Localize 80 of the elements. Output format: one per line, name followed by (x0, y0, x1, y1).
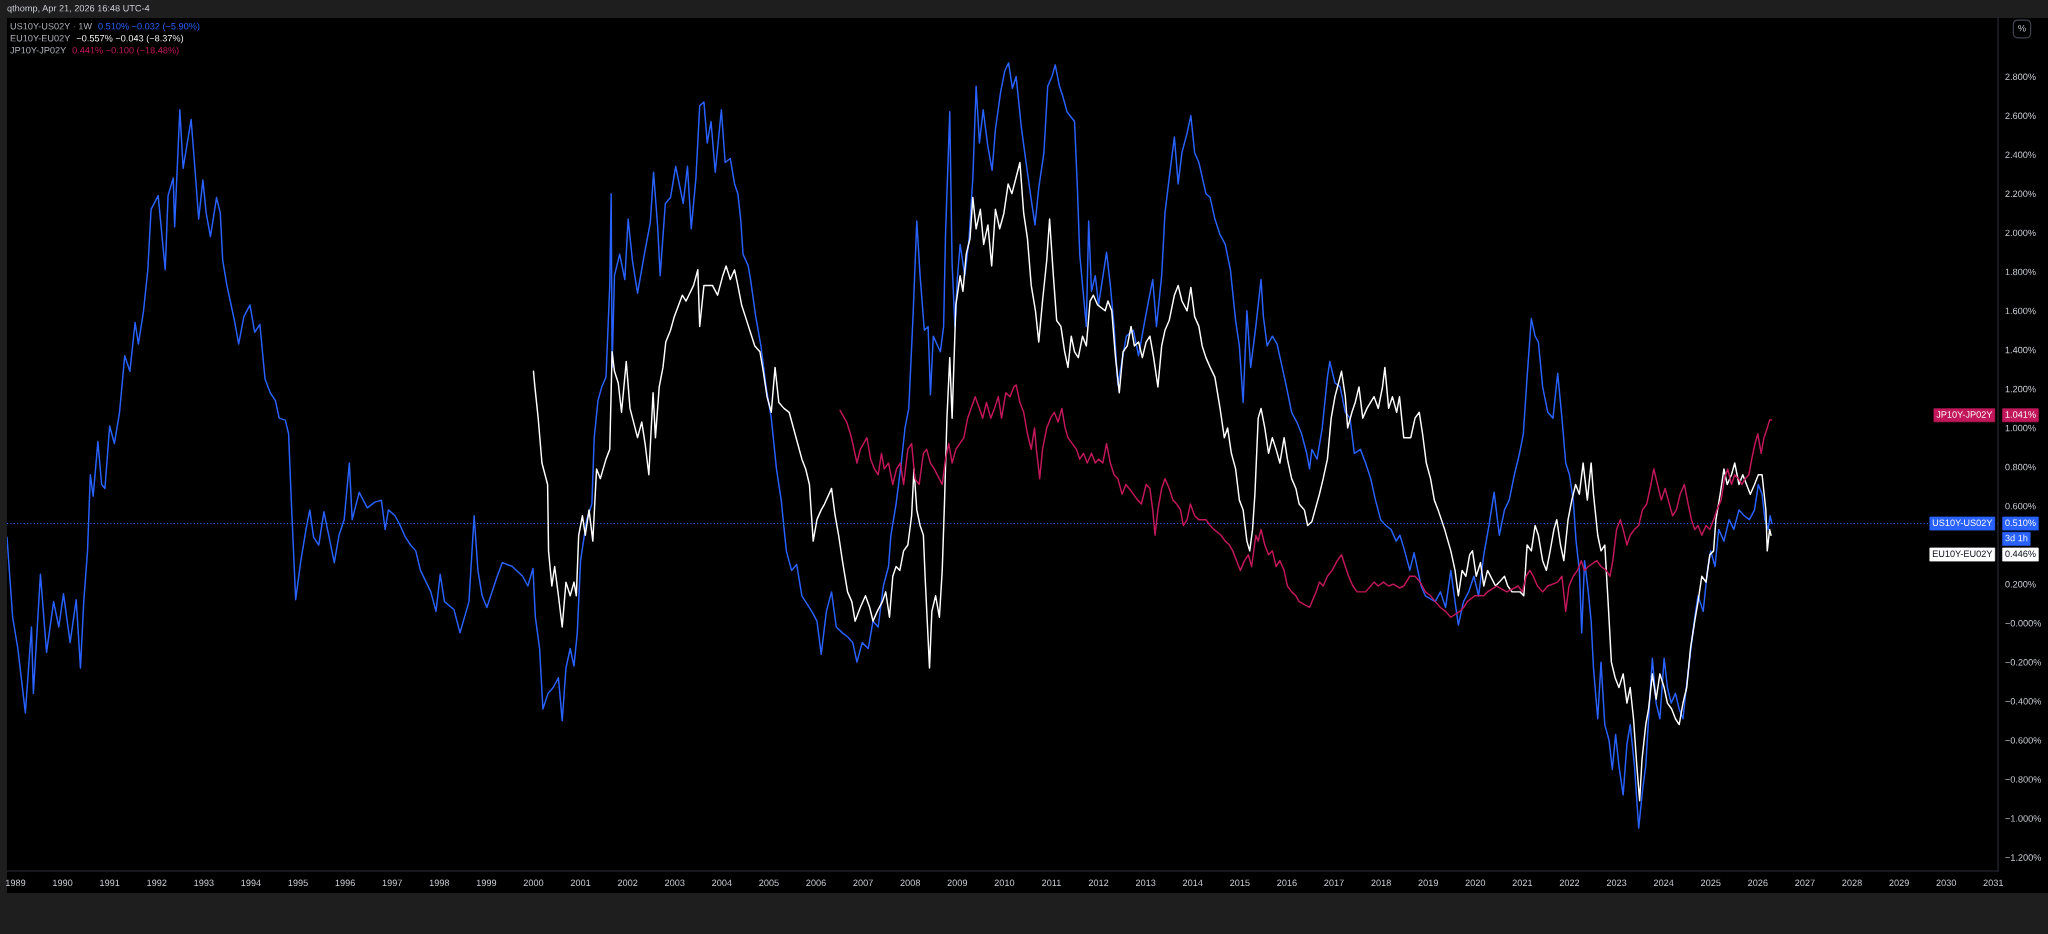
annotation: 0.510% −0.032 (−5.90%) (98, 22, 200, 32)
x-tick-label: 2022 (1559, 879, 1580, 887)
x-tick-label: 2007 (853, 879, 873, 887)
y-tick-label: 2.400% (2005, 151, 2036, 159)
annotation: −0.557% −0.043 (−8.37%) (76, 34, 184, 44)
text: 3d 1h (2005, 534, 2028, 542)
x-tick-label: 2012 (1088, 879, 1109, 887)
x-tick-label: 2000 (523, 879, 544, 887)
x-tick-label: 2005 (759, 879, 779, 887)
y-tick-label: 1.400% (2005, 346, 2036, 354)
x-tick-label: 2028 (1842, 879, 1862, 887)
x-tick-label: 2018 (1371, 879, 1391, 887)
legend-label: JP10Y-JP02Y (1936, 411, 1993, 418)
x-tick-label: 1999 (476, 879, 497, 887)
x-tick-label: 1995 (288, 879, 308, 887)
x-tick-label: 2002 (617, 879, 638, 887)
y-tick-label: −0.800% (2005, 776, 2042, 783)
x-tick-label: 1990 (53, 879, 73, 887)
x-tick-label: 1993 (194, 879, 214, 887)
annotation: JP10Y-JP02Y (10, 46, 67, 54)
x-tick-label: 2021 (1512, 879, 1533, 887)
text: qthomp, Apr 21, 2026 16:48 UTC-4 (7, 4, 150, 14)
y-tick-label: 0.600% (2005, 502, 2036, 510)
y-tick-label: 1.800% (2005, 268, 2036, 276)
legend-label: EU10Y-EU02Y (1932, 550, 1993, 557)
x-tick-label: 2008 (900, 879, 920, 887)
x-tick-label: 2009 (947, 879, 968, 887)
x-tick-label: 2031 (1983, 879, 2004, 887)
annotation: US10Y-US02Y · 1W (10, 22, 93, 30)
y-tick-label: −0.400% (2005, 698, 2042, 705)
x-tick-label: 2030 (1936, 879, 1957, 887)
x-tick-label: 2020 (1465, 879, 1486, 887)
x-tick-label: 2029 (1889, 879, 1909, 887)
x-tick-label: 2011 (1042, 879, 1061, 887)
text: 0.446% (2005, 550, 2036, 557)
x-tick-label: 2006 (806, 879, 826, 887)
annotation: EU10Y-EU02Y (10, 34, 71, 42)
x-tick-label: 1991 (100, 879, 120, 887)
x-tick-label: 2019 (1418, 879, 1438, 887)
x-tick-label: 1997 (382, 879, 402, 887)
x-tick-label: 2001 (570, 879, 591, 887)
x-tick-label: 2026 (1748, 879, 1768, 887)
x-tick-label: 2004 (712, 879, 732, 887)
line-series (532, 161, 1772, 802)
x-tick-label: 2014 (1183, 879, 1203, 887)
y-tick-label: 1.000% (2005, 424, 2036, 432)
x-tick-label: 1989 (5, 879, 26, 887)
y-tick-label: 2.200% (2005, 190, 2036, 198)
y-tick-label: −1.200% (2005, 854, 2042, 861)
x-tick-label: 2023 (1606, 879, 1627, 887)
x-tick-label: 1992 (147, 879, 167, 887)
x-tick-label: 2017 (1324, 879, 1344, 887)
y-tick-label: 2.600% (2005, 112, 2036, 120)
x-tick-label: 2013 (1135, 879, 1156, 887)
x-tick-label: 1998 (429, 879, 450, 887)
y-tick-label: 2.000% (2005, 229, 2036, 237)
x-tick-label: 1994 (241, 879, 261, 887)
y-tick-label: 1.600% (2005, 307, 2036, 315)
y-tick-label: 2.800% (2005, 73, 2036, 80)
y-tick-label: 1.200% (2005, 385, 2036, 393)
x-tick-label: 1996 (335, 879, 355, 887)
x-tick-label: 2010 (994, 879, 1015, 887)
x-tick-label: 2016 (1277, 879, 1297, 887)
line-series (839, 384, 1773, 618)
x-tick-label: 2027 (1795, 879, 1815, 887)
x-tick-label: 2025 (1701, 879, 1721, 887)
x-tick-label: 2024 (1653, 879, 1674, 887)
annotation: 0.441% −0.100 (−18.48%) (72, 46, 179, 56)
legend-label: US10Y-US02Y (1932, 519, 1993, 527)
y-tick-label: −1.000% (2005, 815, 2042, 822)
text: 0.510% (2005, 519, 2036, 527)
x-tick-label: 2003 (665, 879, 685, 887)
y-tick-label: −0.600% (2005, 737, 2042, 744)
y-tick-label: 0.800% (2005, 463, 2036, 471)
text: 1.041% (2005, 411, 2036, 418)
text: % (2018, 25, 2026, 32)
y-tick-label: −0.000% (2005, 620, 2042, 627)
y-tick-label: 0.200% (2005, 580, 2036, 588)
x-tick-label: 2015 (1230, 879, 1250, 887)
y-tick-label: −0.200% (2005, 659, 2042, 666)
